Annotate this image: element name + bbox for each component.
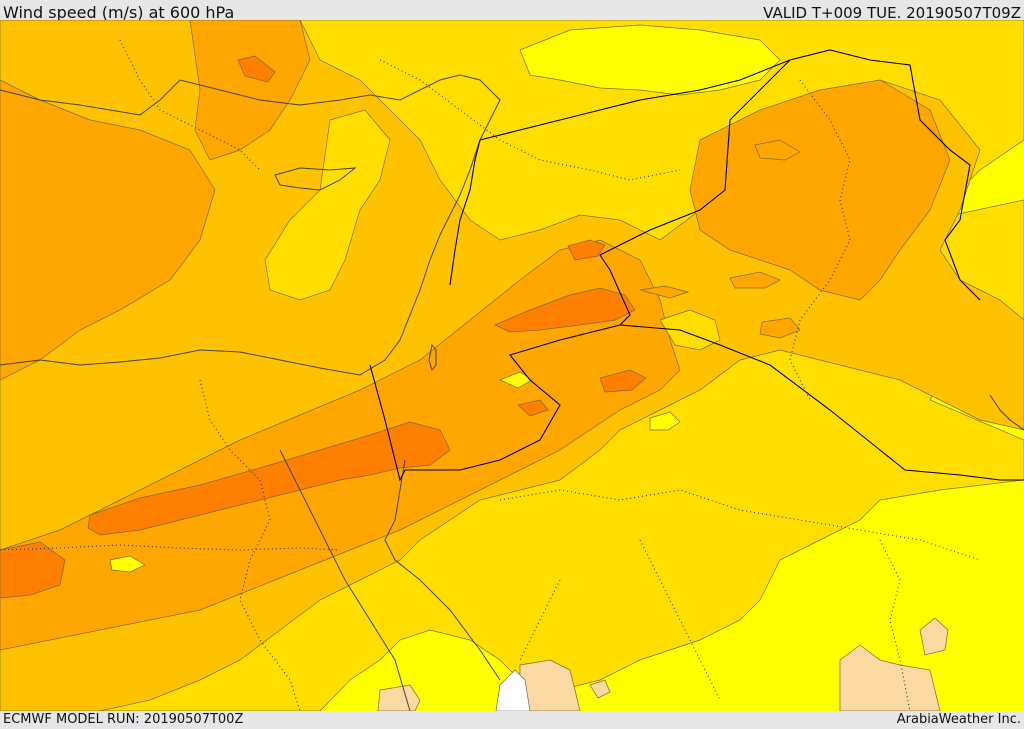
admin-boundary-9: [519, 579, 561, 661]
band-4-area-north: [189, 20, 311, 161]
admin-boundary-5: [0, 544, 341, 551]
band-1-north-region: [519, 24, 781, 96]
band-2-cell-north: [264, 109, 391, 301]
band-1-cell-1: [649, 411, 681, 431]
border-line-5: [449, 139, 481, 286]
border-line-2: [405, 254, 631, 471]
band-5-core-sinai: [87, 421, 451, 536]
band-5-core-small-2: [599, 369, 647, 393]
band-4-cell-3: [759, 317, 801, 339]
band-5-core-small-4: [517, 399, 549, 417]
land-low-patch-2: [919, 617, 949, 656]
band-1-cell-2: [109, 555, 146, 573]
persian-gulf-coast: [989, 394, 1024, 431]
land-low-patch-5: [589, 679, 611, 699]
gulf-of-aqaba-coast: [384, 459, 501, 681]
band-4-cell-1: [754, 139, 801, 161]
admin-boundary-8: [879, 539, 911, 711]
dead-sea-outline: [428, 343, 437, 372]
band-5-core-small-1: [567, 239, 606, 261]
band-4-area-east: [689, 79, 951, 301]
border-line-6: [479, 59, 791, 141]
band-4-cell-2: [729, 271, 781, 289]
wind-speed-map-svg: [0, 20, 1024, 711]
land-low-patch-3: [519, 659, 581, 711]
map-title: Wind speed (m/s) at 600 hPa: [3, 3, 235, 22]
title-bar: Wind speed (m/s) at 600 hPa VALID T+009 …: [0, 0, 1024, 22]
border-line-3: [599, 49, 981, 301]
no-data-area: [495, 669, 531, 711]
admin-boundary-3: [789, 79, 851, 401]
border-line-4: [619, 324, 1024, 481]
admin-boundary-4: [199, 379, 301, 711]
credit-label: ArabiaWeather Inc.: [896, 712, 1021, 727]
band-4-cell-4: [639, 285, 690, 299]
band-5-core-west: [0, 541, 66, 599]
land-low-patch-1: [839, 644, 941, 711]
weather-map[interactable]: [0, 20, 1024, 711]
band-5-core-small-3: [237, 55, 276, 83]
valid-time: VALID T+009 TUE. 20190507T09Z: [763, 4, 1021, 22]
cyprus-outline: [274, 167, 357, 191]
border-line-1: [369, 364, 406, 482]
band-5-core-jordan: [494, 287, 636, 333]
land-low-patch-4: [377, 684, 421, 711]
band-1-cell-3: [499, 371, 533, 389]
gulf-of-suez-coast: [279, 449, 411, 711]
band-2-cell-east: [659, 309, 721, 351]
model-run-label: ECMWF MODEL RUN: 20190507T00Z: [3, 712, 244, 727]
footer-bar: ECMWF MODEL RUN: 20190507T00Z ArabiaWeat…: [0, 711, 1024, 729]
